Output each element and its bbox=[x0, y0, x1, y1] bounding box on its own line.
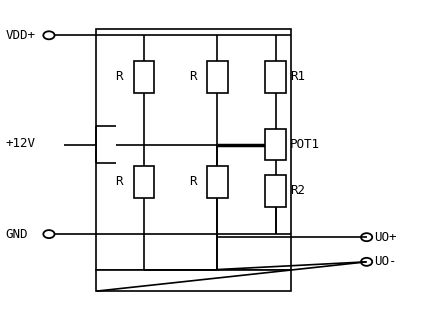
Text: +12V: +12V bbox=[6, 137, 36, 150]
Text: R: R bbox=[115, 175, 122, 188]
Text: R: R bbox=[188, 70, 196, 83]
Text: VDD+: VDD+ bbox=[6, 29, 36, 42]
Bar bbox=[96, 29, 290, 270]
Text: R: R bbox=[188, 175, 196, 188]
Bar bbox=[133, 165, 154, 198]
Text: R1: R1 bbox=[289, 70, 304, 83]
Bar bbox=[265, 129, 286, 160]
Text: R: R bbox=[115, 70, 122, 83]
Text: R2: R2 bbox=[289, 184, 304, 197]
Text: GND: GND bbox=[6, 228, 28, 241]
Text: POT1: POT1 bbox=[289, 138, 319, 151]
Text: UO-: UO- bbox=[374, 255, 396, 268]
Bar bbox=[207, 165, 227, 198]
Bar bbox=[207, 61, 227, 93]
Bar bbox=[265, 175, 286, 207]
Bar bbox=[96, 270, 290, 291]
Text: UO+: UO+ bbox=[374, 231, 396, 244]
Bar bbox=[265, 61, 286, 93]
Bar bbox=[133, 61, 154, 93]
